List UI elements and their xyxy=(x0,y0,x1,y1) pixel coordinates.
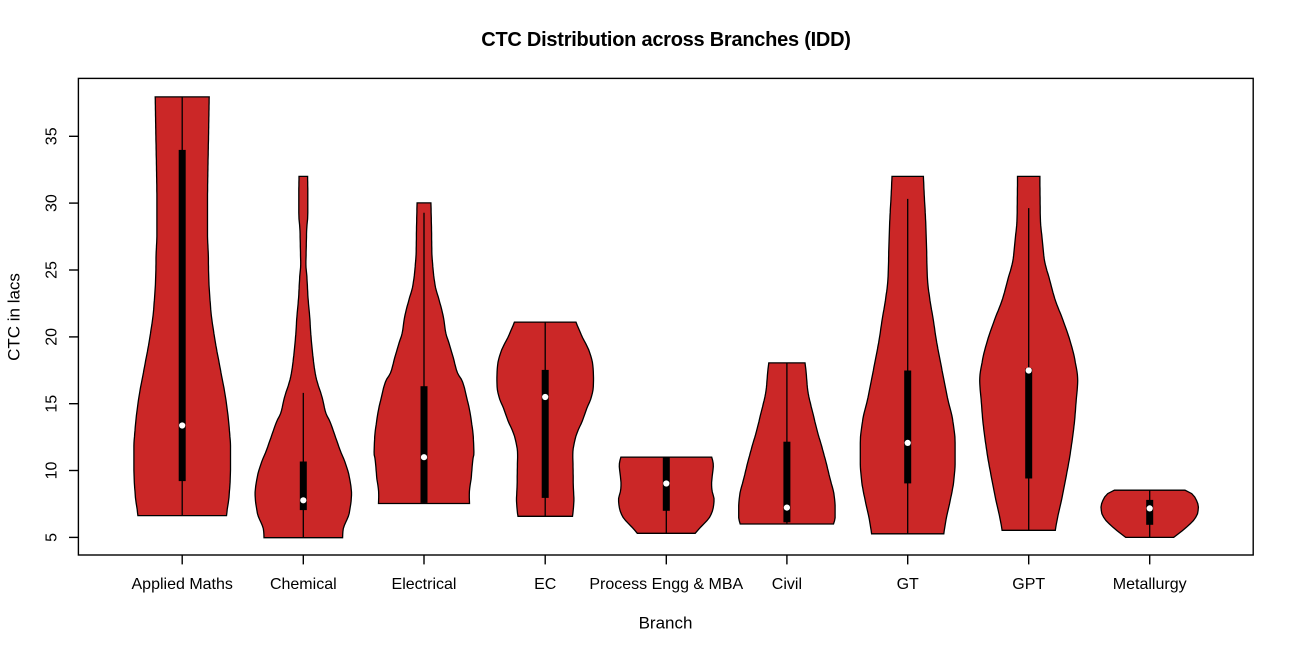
svg-text:5: 5 xyxy=(44,533,61,542)
svg-text:Chemical: Chemical xyxy=(270,576,337,593)
svg-text:Applied Maths: Applied Maths xyxy=(132,576,233,593)
svg-text:CTC Distribution across Branch: CTC Distribution across Branches (IDD) xyxy=(481,29,850,51)
svg-text:Civil: Civil xyxy=(772,576,802,593)
svg-text:30: 30 xyxy=(44,194,61,212)
svg-text:EC: EC xyxy=(534,576,556,593)
svg-text:35: 35 xyxy=(44,127,61,145)
svg-text:Process Engg & MBA: Process Engg & MBA xyxy=(589,576,743,593)
svg-text:Metallurgy: Metallurgy xyxy=(1113,576,1187,593)
svg-text:GPT: GPT xyxy=(1012,576,1045,593)
svg-text:25: 25 xyxy=(44,261,61,279)
svg-text:Branch: Branch xyxy=(639,614,693,633)
svg-text:GT: GT xyxy=(897,576,919,593)
svg-text:20: 20 xyxy=(44,328,61,346)
svg-text:10: 10 xyxy=(44,462,61,480)
svg-text:CTC in lacs: CTC in lacs xyxy=(4,273,23,361)
svg-text:15: 15 xyxy=(44,395,61,413)
svg-text:Electrical: Electrical xyxy=(392,576,457,593)
